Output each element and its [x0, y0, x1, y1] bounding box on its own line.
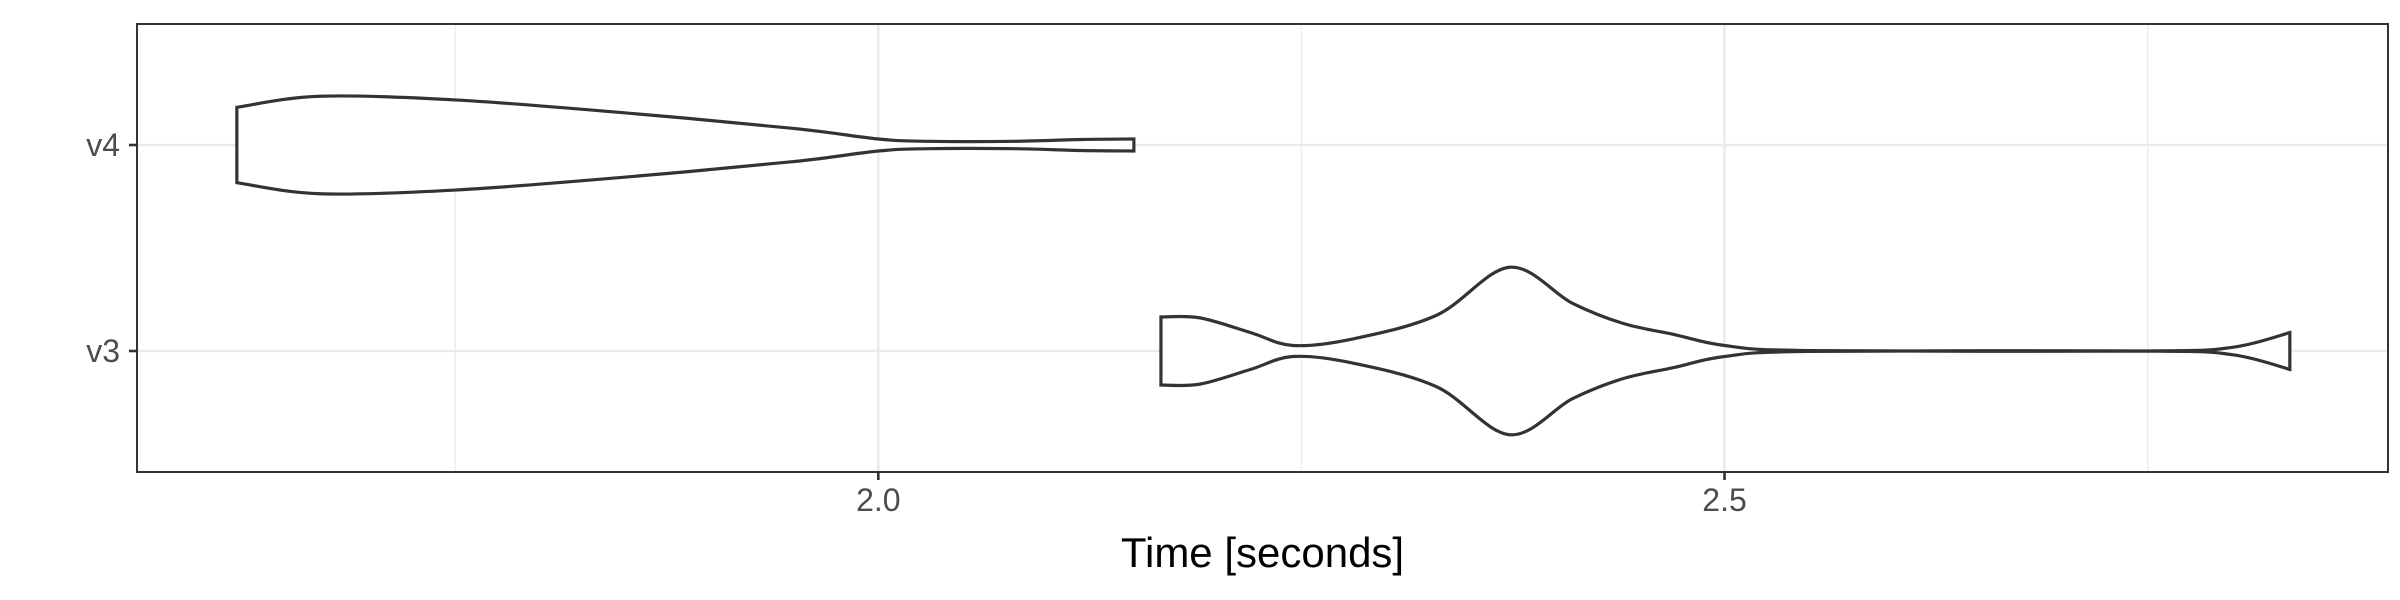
violin-v3: [1159, 265, 2292, 437]
axis-layer: 2.0 2.5 v3 v4: [86, 127, 1747, 518]
x-tick-label: 2.0: [856, 482, 900, 518]
x-axis-title: Time [seconds]: [1121, 529, 1404, 576]
panel-border: [136, 23, 2389, 473]
y-tick-label: v4: [86, 127, 120, 163]
x-tick-label: 2.5: [1702, 482, 1746, 518]
violin-layer: [235, 94, 2292, 437]
violin-v4: [235, 94, 1136, 196]
y-tick-label: v3: [86, 333, 120, 369]
